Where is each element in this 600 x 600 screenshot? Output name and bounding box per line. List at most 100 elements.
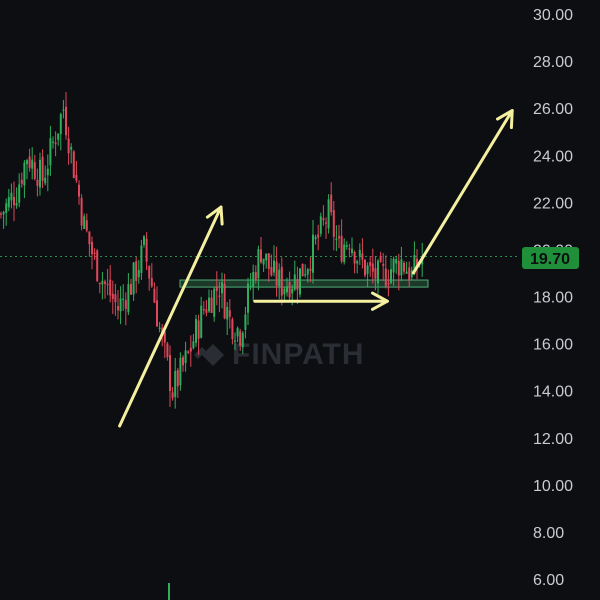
candle-body xyxy=(374,268,377,279)
candle-body xyxy=(202,308,205,311)
candle-body xyxy=(10,192,13,201)
candle-body xyxy=(299,268,301,295)
candle-body xyxy=(59,114,62,135)
candle-body xyxy=(78,184,80,197)
candle-body xyxy=(312,234,314,273)
candle-body xyxy=(267,253,270,269)
candle-body xyxy=(249,285,252,288)
finpath-logo-icon xyxy=(194,344,224,366)
candle-body xyxy=(208,297,210,312)
y-tick-label: 28.00 xyxy=(533,54,573,71)
candle-body xyxy=(57,133,60,140)
candle-body xyxy=(335,238,338,240)
candle-body xyxy=(189,347,192,352)
watermark: FINPATH xyxy=(194,338,365,371)
projected-breakout-arrow xyxy=(411,109,514,275)
candle-body xyxy=(26,160,28,164)
candle-body xyxy=(314,236,317,240)
candle-body xyxy=(96,250,99,282)
candle-body xyxy=(236,327,239,337)
candle-body xyxy=(150,278,153,287)
price-tag-box xyxy=(522,247,579,269)
candle-body xyxy=(358,249,361,257)
candle-body xyxy=(31,159,34,169)
candles xyxy=(0,92,424,600)
candle-body xyxy=(400,259,403,276)
y-tick-label: 24.00 xyxy=(533,148,573,165)
candle-body xyxy=(413,255,416,275)
candle-body xyxy=(72,151,75,178)
candle-body xyxy=(65,106,67,136)
y-tick-label: 30.00 xyxy=(533,7,573,24)
candle-body xyxy=(275,261,278,286)
candle-body xyxy=(158,327,161,329)
candle-body xyxy=(182,357,184,366)
candle-body xyxy=(377,260,379,284)
y-tick-label: 10.00 xyxy=(533,478,573,495)
candle-body xyxy=(416,258,418,269)
candle-body xyxy=(283,288,286,295)
candle-body xyxy=(135,261,138,282)
candle-body xyxy=(262,258,265,265)
candle-body xyxy=(101,280,104,285)
candle-body xyxy=(49,138,52,166)
price-tag-value: 19.70 xyxy=(530,251,570,268)
candle-body xyxy=(179,357,182,386)
candle-body xyxy=(106,283,109,286)
candle-body xyxy=(197,320,200,339)
candle-body xyxy=(44,177,47,184)
candle-body xyxy=(67,138,70,154)
candle-body xyxy=(7,197,10,208)
candle-body xyxy=(83,216,86,229)
watermark-text: FINPATH xyxy=(232,338,365,371)
candle-body xyxy=(301,263,304,277)
candle-body xyxy=(338,236,340,239)
y-tick-label: 22.00 xyxy=(533,195,573,212)
candle-body xyxy=(260,249,262,263)
y-tick-label: 14.00 xyxy=(533,384,573,401)
price-tag: 19.70 xyxy=(522,247,579,269)
candle-body xyxy=(392,258,395,273)
candle-body xyxy=(80,198,83,226)
candle-body xyxy=(371,263,374,272)
y-tick-label: 18.00 xyxy=(533,290,573,307)
candle-body xyxy=(163,331,166,343)
candle-body xyxy=(98,282,101,285)
price-axis[interactable]: 30.0028.0026.0024.0022.0020.0018.0016.00… xyxy=(533,7,573,589)
candle-body xyxy=(218,295,221,297)
candle-body xyxy=(361,253,364,260)
candle-body xyxy=(2,212,5,215)
candle-body xyxy=(127,284,130,313)
y-tick-label: 6.00 xyxy=(533,572,564,589)
candle-body xyxy=(148,266,151,279)
candle-body xyxy=(143,236,145,245)
candle-body xyxy=(291,288,294,294)
candle-body xyxy=(117,306,119,311)
consolidation-arrow xyxy=(253,291,389,311)
candle-body xyxy=(231,319,234,340)
candle-body xyxy=(104,281,106,284)
candle-body xyxy=(387,283,390,285)
candle-body xyxy=(340,235,343,262)
candle-body xyxy=(366,265,369,274)
candle-body xyxy=(247,283,249,313)
candle-body xyxy=(210,297,213,313)
candle-body xyxy=(330,194,333,213)
candle-body xyxy=(195,319,197,343)
candle-body xyxy=(54,142,57,145)
candle-body xyxy=(62,109,65,111)
candle-body xyxy=(91,242,93,254)
candle-body xyxy=(23,162,26,186)
candle-body xyxy=(13,196,15,206)
candle-body xyxy=(124,300,127,309)
candle-body xyxy=(226,306,229,320)
candle-body xyxy=(166,343,169,358)
candle-body xyxy=(36,179,39,186)
y-tick-label: 16.00 xyxy=(533,337,573,354)
candle-body xyxy=(176,370,179,387)
candle-body xyxy=(317,234,320,238)
candle-body xyxy=(234,340,236,342)
candle-body xyxy=(356,260,359,264)
